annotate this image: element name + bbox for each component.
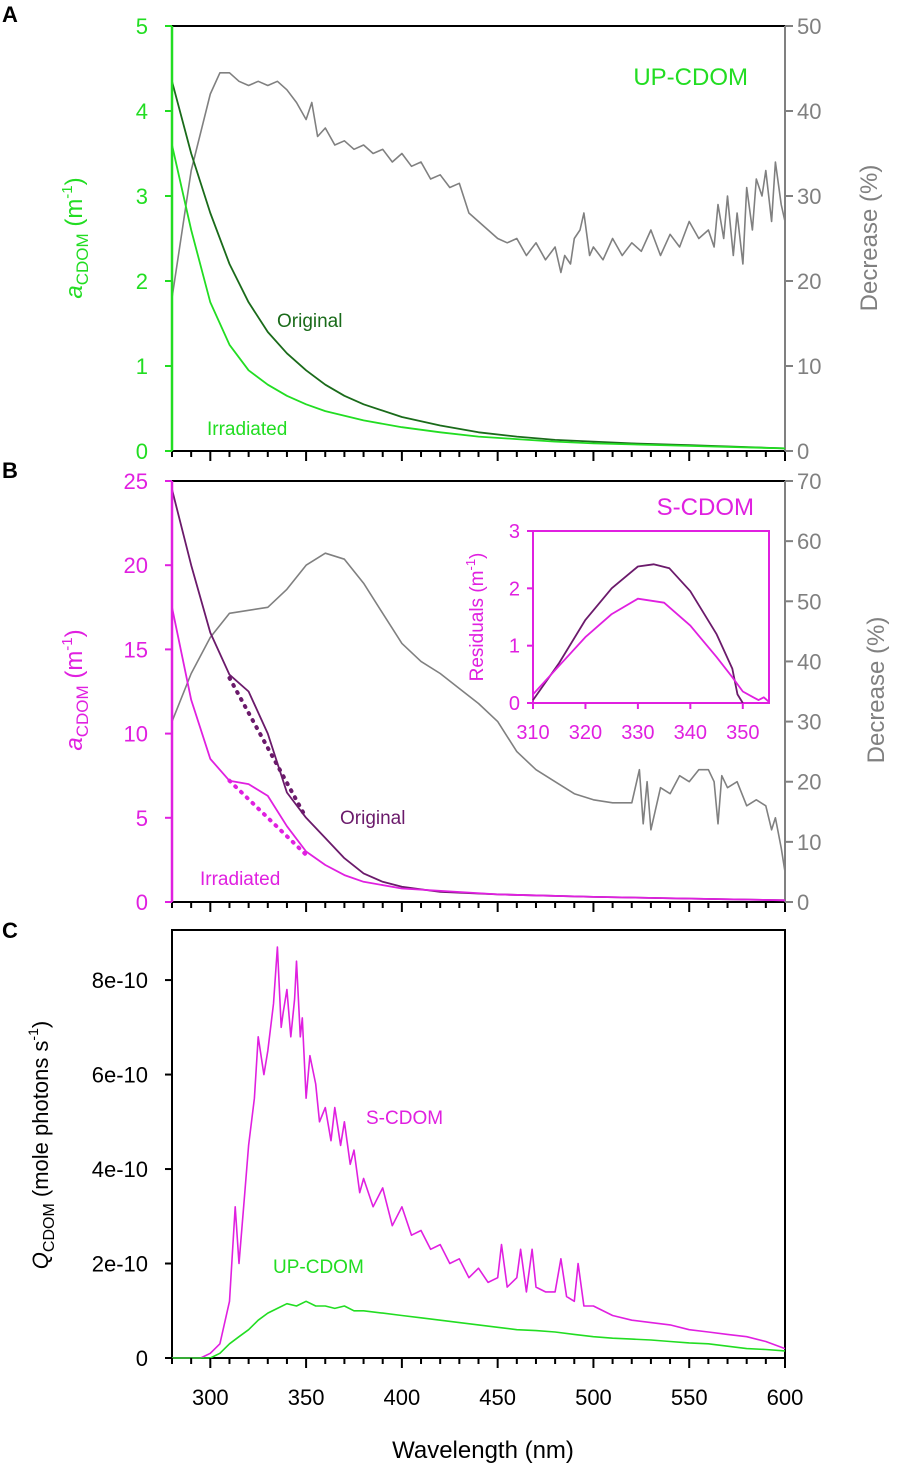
panel-a-label-irradiated: Irradiated [207, 419, 287, 440]
panel-b-ytick-label: 5 [136, 806, 148, 831]
panel-label-c: C [2, 918, 18, 943]
panel-c-xtick-label: 500 [575, 1385, 612, 1410]
panel-a-y2label: Decrease (%) [856, 165, 883, 312]
panel-c-ytick-label: 8e-10 [92, 968, 148, 993]
panel-b-series-irradiated [171, 607, 786, 902]
panel-a-series-original [171, 81, 786, 450]
panel-b-label-original: Original [340, 808, 405, 829]
panel-a-y2tick-label: 10 [797, 354, 821, 379]
panel-label-a: A [2, 2, 18, 27]
panel-c-xlabel: Wavelength (nm) [392, 1437, 574, 1464]
panel-b-series-original-fit [227, 676, 309, 820]
inset-series-original [532, 563, 744, 704]
inset-ytick-label: 3 [509, 521, 520, 543]
panel-a-series-irradiated [171, 144, 786, 450]
panel-b-y2label: Decrease (%) [863, 617, 890, 764]
panel-b-ytick-label: 20 [124, 553, 148, 578]
panel-a-y2tick-label: 20 [797, 269, 821, 294]
inset-ylabel: Residuals (m-1) [463, 553, 488, 682]
panel-a-ytick-label: 1 [136, 354, 148, 379]
panel-b-ytick-label: 0 [136, 890, 148, 915]
panel-c-xtick-label: 300 [192, 1385, 229, 1410]
panel-a-label-original: Original [277, 311, 342, 332]
panel-a-y2tick-label: 30 [797, 184, 821, 209]
panel-a-annotation: UP-CDOM [633, 64, 748, 91]
panel-b-y2tick-label: 70 [797, 469, 821, 494]
panel-b-y2tick-label: 30 [797, 710, 821, 735]
inset-xtick-label: 320 [569, 722, 602, 744]
panel-c-ytick-label: 6e-10 [92, 1063, 148, 1088]
panel-b-series-decrease [171, 552, 786, 873]
panel-a-ytick-label: 0 [136, 439, 148, 464]
panel-b-label-irradiated: Irradiated [200, 869, 280, 890]
panel-a-ytick-label: 3 [136, 184, 148, 209]
panel-b-series-irradiated-fit [227, 778, 309, 857]
panel-b-y2tick-label: 60 [797, 529, 821, 554]
inset-series-irradiated [532, 597, 770, 703]
inset-ytick-label: 2 [509, 578, 520, 600]
panel-c-ytick-label: 4e-10 [92, 1157, 148, 1182]
panel-b-annotation: S-CDOM [657, 494, 754, 521]
inset-ytick-label: 0 [509, 693, 520, 715]
panel-c-xtick-label: 350 [288, 1385, 325, 1410]
panel-a: 0 10 20 30 40 50 0 1 2 3 4 5 [136, 14, 822, 464]
panel-c-label-s-cdom: S-CDOM [366, 1108, 443, 1129]
panel-c-ylabel: QCDOM (mole photons s-1) [25, 1021, 58, 1269]
inset-xtick-label: 340 [674, 722, 707, 744]
panel-b-y2tick-label: 40 [797, 649, 821, 674]
panel-a-ytick-label: 4 [136, 99, 148, 124]
panel-c-series-up-cdom [172, 1300, 786, 1359]
panel-b-y2tick-label: 10 [797, 830, 821, 855]
panel-b-ytick-label: 10 [124, 722, 148, 747]
panel-c-xtick-label: 400 [384, 1385, 421, 1410]
panel-a-y2tick-label: 50 [797, 14, 821, 39]
panel-c-label-up-cdom: UP-CDOM [273, 1257, 364, 1278]
panel-b-ylabel: aCDOM (m-1) [59, 629, 92, 750]
panel-a-series-decrease [171, 72, 786, 299]
panel-c-xtick-label: 600 [767, 1385, 804, 1410]
inset-ytick-label: 1 [509, 636, 520, 658]
panel-b-y2tick-label: 50 [797, 589, 821, 614]
panel-label-b: B [2, 458, 18, 483]
panel-a-ylabel: aCDOM (m-1) [59, 177, 92, 298]
panel-a-y2tick-label: 0 [797, 439, 809, 464]
panel-b-y2tick-label: 20 [797, 770, 821, 795]
inset-xtick-label: 310 [516, 722, 549, 744]
panel-b-ytick-label: 15 [124, 637, 148, 662]
panel-c-xtick-label: 550 [671, 1385, 708, 1410]
panel-a-ytick-label: 5 [136, 14, 148, 39]
panel-b-ytick-label: 25 [124, 469, 148, 494]
panel-c-frame [171, 929, 786, 1359]
panel-c-ytick-label: 2e-10 [92, 1252, 148, 1277]
panel-c-xtick-label: 450 [479, 1385, 516, 1410]
panel-b-y2tick-label: 0 [797, 890, 809, 915]
panel-a-y2tick-label: 40 [797, 99, 821, 124]
inset-xtick-label: 330 [621, 722, 654, 744]
panel-c: 0 2e-10 4e-10 6e-10 8e-10 300 350 400 450 500 550 6… [92, 929, 804, 1410]
panel-a-ytick-label: 2 [136, 269, 148, 294]
panel-c-ytick-label: 0 [136, 1346, 148, 1371]
panel-c-series-s-cdom [172, 946, 786, 1359]
inset-xtick-label: 350 [726, 722, 759, 744]
